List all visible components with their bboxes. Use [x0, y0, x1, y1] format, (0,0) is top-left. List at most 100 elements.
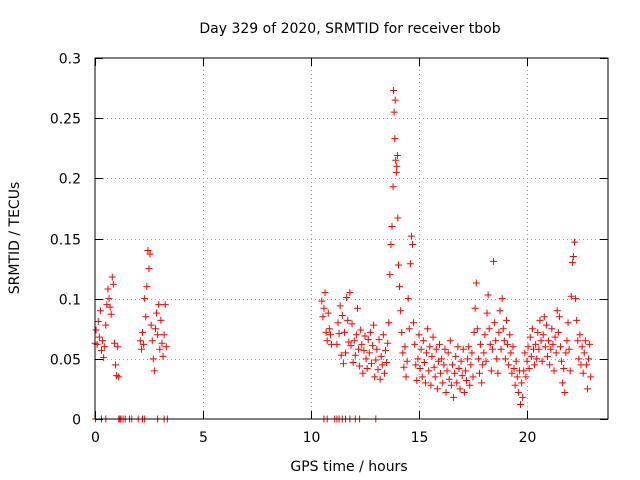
data-point [484, 291, 492, 299]
data-point [526, 333, 534, 341]
data-point [461, 367, 469, 375]
data-point [347, 342, 355, 350]
data-point [428, 352, 436, 360]
data-point [157, 316, 165, 324]
data-point [542, 321, 550, 329]
data-point [496, 307, 504, 315]
data-point [424, 325, 432, 333]
data-point [568, 259, 576, 267]
data-point [575, 355, 583, 363]
y-tick-label: 0.25 [50, 112, 81, 128]
data-point [567, 292, 575, 300]
data-point [367, 360, 375, 368]
data-point [472, 279, 480, 287]
data-point [345, 338, 353, 346]
data-point [574, 337, 582, 345]
data-point [518, 379, 526, 387]
data-point [418, 373, 426, 381]
data-point [161, 301, 169, 309]
data-point [394, 261, 402, 269]
data-point [155, 301, 163, 309]
data-point [560, 364, 568, 372]
data-point [392, 156, 400, 164]
data-point [431, 373, 439, 381]
data-point [551, 333, 559, 341]
data-point [481, 331, 489, 339]
data-point [398, 328, 406, 336]
data-point [414, 355, 422, 363]
data-point [458, 372, 466, 380]
data-point [156, 345, 164, 353]
data-point [403, 357, 411, 365]
x-tick-label: 15 [411, 430, 429, 446]
data-point [142, 313, 150, 321]
data-point [524, 343, 532, 351]
data-point [109, 280, 117, 288]
data-point [364, 336, 372, 344]
data-point [569, 253, 577, 261]
data-point [566, 367, 574, 375]
data-point [401, 343, 409, 351]
data-point [585, 355, 593, 363]
data-point [561, 389, 569, 397]
data-point [455, 364, 463, 372]
data-point [454, 343, 462, 351]
data-point [474, 355, 482, 363]
data-point [147, 321, 155, 329]
data-point [385, 319, 393, 327]
data-point [356, 362, 364, 370]
data-point [399, 349, 407, 357]
data-point [571, 238, 579, 246]
data-point [512, 357, 520, 365]
data-point [378, 361, 386, 369]
data-point [564, 319, 572, 327]
data-point [393, 162, 401, 170]
data-point [105, 295, 113, 303]
data-point [150, 367, 158, 375]
data-point [471, 304, 479, 312]
data-point [517, 401, 525, 409]
data-point [146, 250, 154, 258]
data-point [525, 364, 533, 372]
y-tick-label: 0.3 [59, 52, 81, 68]
data-point [460, 389, 468, 397]
data-point [413, 376, 421, 384]
data-point [528, 325, 536, 333]
data-point [114, 343, 122, 351]
data-point [547, 345, 555, 353]
data-point [483, 309, 491, 317]
data-point [144, 247, 152, 255]
data-point [421, 379, 429, 387]
data-point [443, 367, 451, 375]
data-point [386, 271, 394, 279]
y-tick-label: 0.15 [50, 233, 81, 249]
data-point [538, 357, 546, 365]
data-point [355, 345, 363, 353]
data-points [91, 86, 595, 423]
data-point [104, 285, 112, 293]
data-point [480, 349, 488, 357]
data-point [391, 135, 399, 143]
data-point [162, 343, 170, 351]
data-point [334, 319, 342, 327]
data-point [151, 325, 159, 333]
data-point [115, 373, 123, 381]
data-point [504, 340, 512, 348]
data-point [559, 379, 567, 387]
data-point [451, 369, 459, 377]
data-point [392, 168, 400, 176]
data-point [376, 375, 384, 383]
data-point [450, 393, 458, 401]
data-point [344, 316, 352, 324]
data-point [552, 349, 560, 357]
data-point [537, 337, 545, 345]
data-point [505, 361, 513, 369]
data-point [377, 352, 385, 360]
data-point [429, 333, 437, 341]
data-point [324, 309, 332, 317]
data-point [137, 345, 145, 353]
data-point [490, 257, 498, 265]
data-point [387, 241, 395, 249]
data-point [493, 355, 501, 363]
data-point [416, 364, 424, 372]
